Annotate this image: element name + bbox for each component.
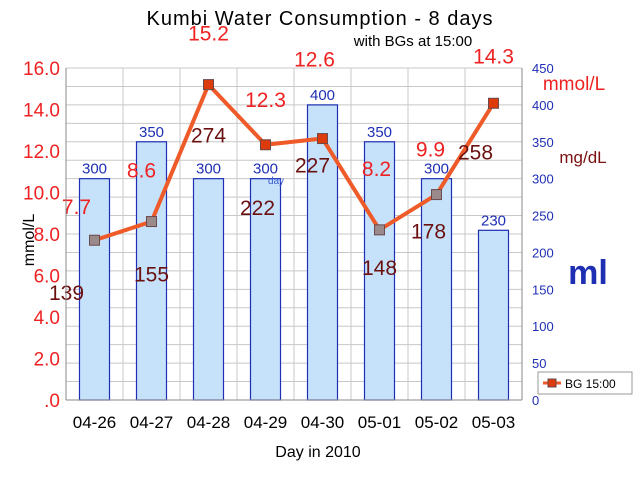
bar-unit-label: ml <box>568 254 608 292</box>
x-axis-title: Day in 2010 <box>275 444 360 461</box>
left-axis-title: mmol/L <box>21 214 38 267</box>
bg-point <box>488 97 499 109</box>
bar-value-label: 350 <box>367 124 392 141</box>
bg-mmol-label: 8.2 <box>362 158 391 181</box>
right-axis-tick-label: 0 <box>532 393 539 408</box>
right-axis-tick-label: 150 <box>532 282 554 297</box>
bg-mmol-label: 8.6 <box>127 160 156 183</box>
x-axis-tick-label: 05-03 <box>472 413 515 432</box>
bar-value-label: 300 <box>196 161 221 178</box>
bg-mgdl-label: 178 <box>411 221 446 244</box>
right-axis-tick-label: 300 <box>532 172 554 187</box>
bar-value-label: 350 <box>139 124 164 141</box>
chart-subtitle: with BGs at 15:00 <box>353 33 472 50</box>
bg-mgdl-label: 227 <box>295 155 330 178</box>
bg-point <box>317 133 328 145</box>
bar <box>78 178 111 401</box>
left-axis-tick-label: 14.0 <box>23 101 60 122</box>
bg-mmol-label: 12.6 <box>294 49 335 72</box>
bar-value-label: 300 <box>424 161 449 178</box>
bg-point <box>146 216 157 228</box>
legend-marker-swatch <box>547 378 557 388</box>
legend-label: BG 15:00 <box>565 377 616 391</box>
bg-point <box>374 224 385 236</box>
x-axis-tick-label: 04-27 <box>130 413 173 432</box>
bg-point <box>203 79 214 91</box>
legend-box <box>537 371 633 395</box>
bar <box>477 229 510 401</box>
bar <box>363 141 396 401</box>
left-axis-tick-label: 2.0 <box>34 350 60 371</box>
bar <box>306 104 339 401</box>
bar <box>192 178 225 401</box>
right-axis-tick-label: 250 <box>532 209 554 224</box>
left-axis-tick-label: 6.0 <box>34 267 60 288</box>
bg-point <box>431 189 442 201</box>
bar-value-label: 300 <box>82 161 107 178</box>
right-axis-title-mmol: mmol/L <box>543 74 605 95</box>
left-axis-tick-label: 4.0 <box>34 308 60 329</box>
right-axis-title-mgdl: mg/dL <box>559 148 606 167</box>
bg-series-line <box>93 82 496 243</box>
left-axis-tick-label: 12.0 <box>23 142 60 163</box>
left-axis-tick-label: .0 <box>44 391 60 412</box>
right-axis-tick-label: 400 <box>532 98 554 113</box>
bg-mgdl-label: 258 <box>458 141 493 164</box>
bg-mgdl-label: 148 <box>362 257 397 280</box>
bg-mgdl-label: 274 <box>191 125 226 148</box>
bar-value-label: 300 <box>253 161 278 178</box>
bg-mgdl-label: 222 <box>240 197 275 220</box>
day-mini-label: day <box>268 176 284 187</box>
bar <box>249 178 282 401</box>
right-axis-tick-label: 50 <box>532 356 546 371</box>
right-axis-tick-label: 350 <box>532 135 554 150</box>
left-axis-tick-label: 8.0 <box>34 225 60 246</box>
right-axis-tick-label: 200 <box>532 245 554 260</box>
bg-point <box>260 139 271 151</box>
bg-mmol-label: 14.3 <box>473 45 514 68</box>
x-axis-tick-label: 04-28 <box>187 413 230 432</box>
left-axis-tick-label: 10.0 <box>23 184 60 205</box>
bg-mmol-label: 7.7 <box>62 196 91 219</box>
bg-mmol-label: 15.2 <box>188 23 229 46</box>
right-axis-tick-label: 450 <box>532 61 554 76</box>
bg-point <box>89 234 100 246</box>
bar <box>420 178 453 401</box>
x-axis-tick-label: 04-26 <box>73 413 116 432</box>
right-axis-tick-label: 100 <box>532 319 554 334</box>
bar <box>135 141 168 401</box>
x-axis-tick-label: 05-01 <box>358 413 401 432</box>
bar-value-label: 400 <box>310 87 335 104</box>
bar-value-label: 230 <box>481 212 506 229</box>
x-axis-tick-label: 04-30 <box>301 413 344 432</box>
chart-title: Kumbi Water Consumption - 8 days <box>147 8 494 30</box>
bg-mmol-label: 9.9 <box>416 139 445 162</box>
left-axis-tick-label: 16.0 <box>23 59 60 80</box>
bg-mgdl-label: 155 <box>134 264 169 287</box>
bg-mmol-label: 12.3 <box>245 89 286 112</box>
x-axis-tick-label: 05-02 <box>415 413 458 432</box>
x-axis-tick-label: 04-29 <box>244 413 287 432</box>
